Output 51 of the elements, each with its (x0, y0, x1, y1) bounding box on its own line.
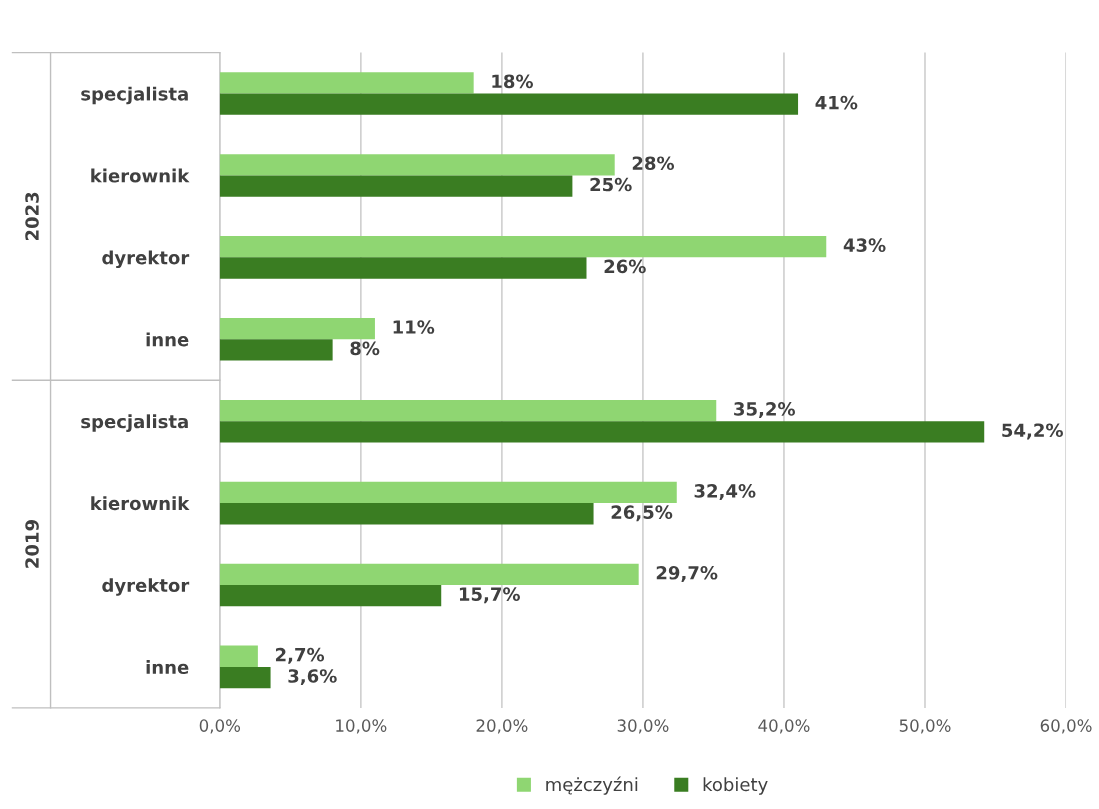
data-label: 43% (843, 238, 886, 252)
y-tick-label: inne (146, 332, 189, 347)
data-label: 28% (632, 156, 675, 171)
data-label: 3,6% (288, 669, 337, 686)
y-tick-label: specjalista (81, 414, 188, 432)
y-tick-label: kierownik (91, 496, 190, 511)
y-tick-label: specjalista (81, 86, 188, 105)
x-tick-label: 30,0% (617, 719, 669, 734)
bar (219, 257, 587, 279)
data-label: 32,4% (694, 484, 756, 500)
data-label: 25% (590, 177, 632, 192)
data-label: 29,7% (656, 565, 718, 582)
bar (219, 481, 677, 504)
bar (219, 93, 799, 115)
data-label: 26,5% (611, 505, 673, 522)
bar (219, 585, 442, 607)
bar (219, 154, 615, 176)
bar (219, 503, 594, 525)
bar (219, 421, 985, 443)
text: 2019 (25, 520, 39, 568)
y-tick-label: dyrektor (102, 578, 190, 596)
y-tick-label: inne (146, 660, 189, 675)
bar (219, 399, 717, 422)
bar (219, 175, 573, 197)
x-tick-label: 60,0% (1040, 719, 1092, 734)
x-tick-label: 40,0% (758, 719, 810, 734)
legend-label: kobiety (703, 777, 768, 795)
y-tick-label: dyrektor (102, 250, 190, 269)
data-label: 15,7% (459, 587, 520, 604)
y-tick-label: kierownik (91, 168, 190, 183)
bar (219, 72, 474, 94)
text: 2023 (25, 192, 39, 241)
data-label: 26% (604, 259, 646, 274)
bar (219, 563, 639, 586)
x-tick-label: 20,0% (476, 719, 528, 734)
bar (219, 666, 271, 689)
bar (219, 236, 827, 258)
x-tick-label: 50,0% (899, 719, 951, 734)
data-label: 2,7% (275, 647, 325, 664)
data-label: 35,2% (734, 402, 795, 419)
bar (219, 317, 375, 340)
data-label: 54,2% (1002, 423, 1063, 440)
data-label: 41% (815, 95, 858, 110)
x-tick-label: 0,0% (199, 719, 241, 734)
x-tick-label: 10,0% (336, 719, 387, 734)
data-label: 8% (350, 341, 380, 356)
data-label: 18% (492, 74, 533, 89)
data-label: 11% (393, 320, 435, 334)
bar (219, 645, 258, 667)
bar (219, 339, 333, 361)
legend-label: mężczyźni (546, 776, 638, 795)
